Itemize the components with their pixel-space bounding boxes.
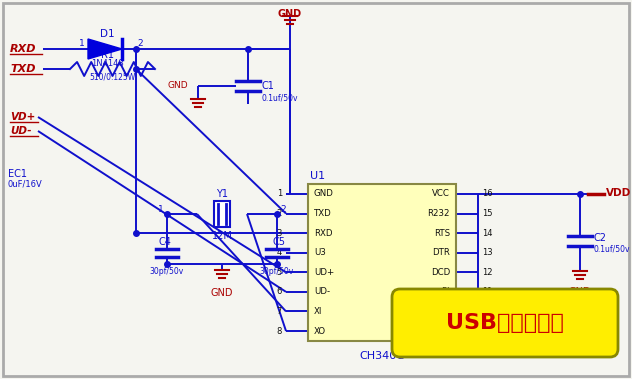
Text: 0.1uf/50v: 0.1uf/50v — [594, 244, 631, 254]
Polygon shape — [88, 39, 122, 59]
Text: USB转串口电路: USB转串口电路 — [446, 313, 564, 333]
Text: C2: C2 — [594, 233, 607, 243]
Text: 1: 1 — [79, 39, 85, 47]
Text: UD-: UD- — [10, 126, 32, 136]
Text: EC1: EC1 — [8, 169, 27, 179]
Text: DCD: DCD — [431, 268, 450, 277]
Text: CH340G: CH340G — [359, 351, 405, 361]
Text: 12M: 12M — [212, 231, 233, 241]
Text: 13: 13 — [482, 248, 492, 257]
Text: UD+: UD+ — [314, 268, 334, 277]
Text: GND: GND — [167, 81, 188, 91]
Text: 11: 11 — [482, 287, 492, 296]
Text: XI: XI — [314, 307, 322, 316]
Text: U1: U1 — [310, 171, 325, 181]
Text: 15: 15 — [482, 209, 492, 218]
Text: U3: U3 — [314, 248, 326, 257]
Text: XO: XO — [314, 326, 326, 335]
Text: GND: GND — [278, 9, 302, 19]
Text: TXD: TXD — [10, 64, 35, 74]
Text: TXD: TXD — [314, 209, 332, 218]
Text: 30pf/50v: 30pf/50v — [260, 266, 294, 276]
Text: 12: 12 — [482, 268, 492, 277]
Text: 3: 3 — [277, 229, 282, 238]
Text: C4: C4 — [159, 237, 171, 247]
Text: Y1: Y1 — [216, 189, 228, 199]
Text: GND: GND — [314, 190, 334, 199]
Text: RXD: RXD — [314, 229, 332, 238]
Text: R232: R232 — [427, 209, 450, 218]
Text: VD+: VD+ — [10, 112, 35, 122]
FancyBboxPatch shape — [308, 184, 456, 341]
Text: 8: 8 — [277, 326, 282, 335]
Text: CTS: CTS — [434, 326, 450, 335]
FancyBboxPatch shape — [392, 289, 618, 357]
Text: UD-: UD- — [314, 287, 330, 296]
Text: 6: 6 — [277, 287, 282, 296]
Text: 2: 2 — [277, 209, 282, 218]
Text: RXD: RXD — [10, 44, 37, 54]
Text: C5: C5 — [272, 237, 286, 247]
Text: 16: 16 — [482, 190, 492, 199]
Text: 7: 7 — [277, 307, 282, 316]
Text: GND: GND — [210, 288, 233, 298]
Text: RI: RI — [442, 287, 450, 296]
Text: 30pf/50v: 30pf/50v — [150, 266, 184, 276]
Text: 2: 2 — [280, 205, 286, 213]
Text: DSR: DSR — [432, 307, 450, 316]
Text: VCC: VCC — [432, 190, 450, 199]
Text: 1: 1 — [158, 205, 164, 213]
Text: 5: 5 — [277, 268, 282, 277]
Text: 1N4148: 1N4148 — [90, 58, 123, 67]
FancyBboxPatch shape — [214, 201, 230, 227]
Text: 510/0.125W: 510/0.125W — [89, 73, 136, 82]
Text: 4: 4 — [277, 248, 282, 257]
Text: 0uF/16V: 0uF/16V — [8, 180, 43, 188]
Text: C1: C1 — [262, 81, 275, 91]
Text: RTS: RTS — [434, 229, 450, 238]
Text: DTR: DTR — [432, 248, 450, 257]
Text: 2: 2 — [137, 39, 143, 47]
Text: 0.1uf/50v: 0.1uf/50v — [262, 94, 298, 102]
Text: VDD: VDD — [606, 188, 631, 198]
Text: R1: R1 — [101, 50, 114, 60]
Text: GND: GND — [569, 287, 592, 297]
Text: 9: 9 — [482, 326, 487, 335]
Text: 1: 1 — [277, 190, 282, 199]
Text: 10: 10 — [482, 307, 492, 316]
Text: D1: D1 — [100, 29, 114, 39]
Text: 14: 14 — [482, 229, 492, 238]
